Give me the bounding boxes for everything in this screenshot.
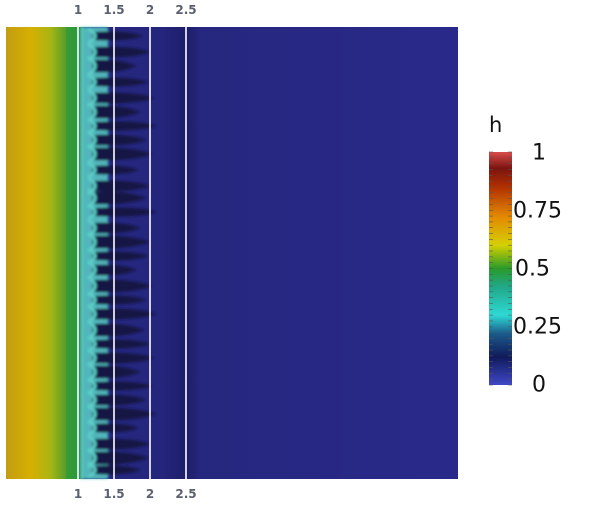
colorbar-label-0.75: 0.75 [513,198,562,224]
finger-12 [92,207,156,217]
top-tick-2: 2 [145,3,155,17]
finger-24 [92,381,152,391]
finger-15 [92,251,148,261]
finger-18 [92,295,146,305]
finger-19 [92,308,156,320]
colorbar-label-0.5: 0.5 [515,256,550,282]
finger-29 [92,451,148,465]
top-tick-2.5: 2.5 [175,3,197,17]
bottom-tick-1.5: 1.5 [103,487,125,501]
finger-20 [92,323,144,337]
bottom-tick-2: 2 [145,487,155,501]
bottom-tick-1: 1 [73,487,83,501]
front-region [66,27,84,479]
finger-3 [92,77,148,87]
finger-7 [92,134,146,146]
finger-9 [92,165,138,175]
finger-0 [92,31,142,41]
finger-17 [92,279,152,293]
finger-28 [92,438,150,450]
top-tick-1: 1 [73,3,83,17]
top-tick-1.5: 1.5 [103,3,125,17]
bottom-tick-2.5: 2.5 [175,487,197,501]
finger-1 [92,46,150,58]
finger-22 [92,352,154,364]
finger-pattern [80,27,156,479]
finger-6 [92,121,156,131]
finger-30 [92,465,140,475]
finger-8 [92,147,152,161]
finger-4 [92,92,154,104]
colorbar [489,152,512,385]
reference-lines [77,27,187,479]
finger-14 [92,235,150,249]
colorbar-title: h [489,113,503,137]
colorbar-label-0.25: 0.25 [513,314,562,340]
colorbar-label-0: 0 [532,372,546,398]
finger-5 [92,105,140,119]
finger-27 [92,423,138,433]
colorbar-label-1: 1 [532,140,546,166]
finger-21 [92,339,150,349]
finger-11 [92,191,146,205]
finger-10 [92,180,150,192]
finger-13 [92,222,140,234]
finger-26 [92,407,156,421]
colorbar-ticks [489,151,512,386]
finger-25 [92,394,146,406]
finger-23 [92,365,140,379]
